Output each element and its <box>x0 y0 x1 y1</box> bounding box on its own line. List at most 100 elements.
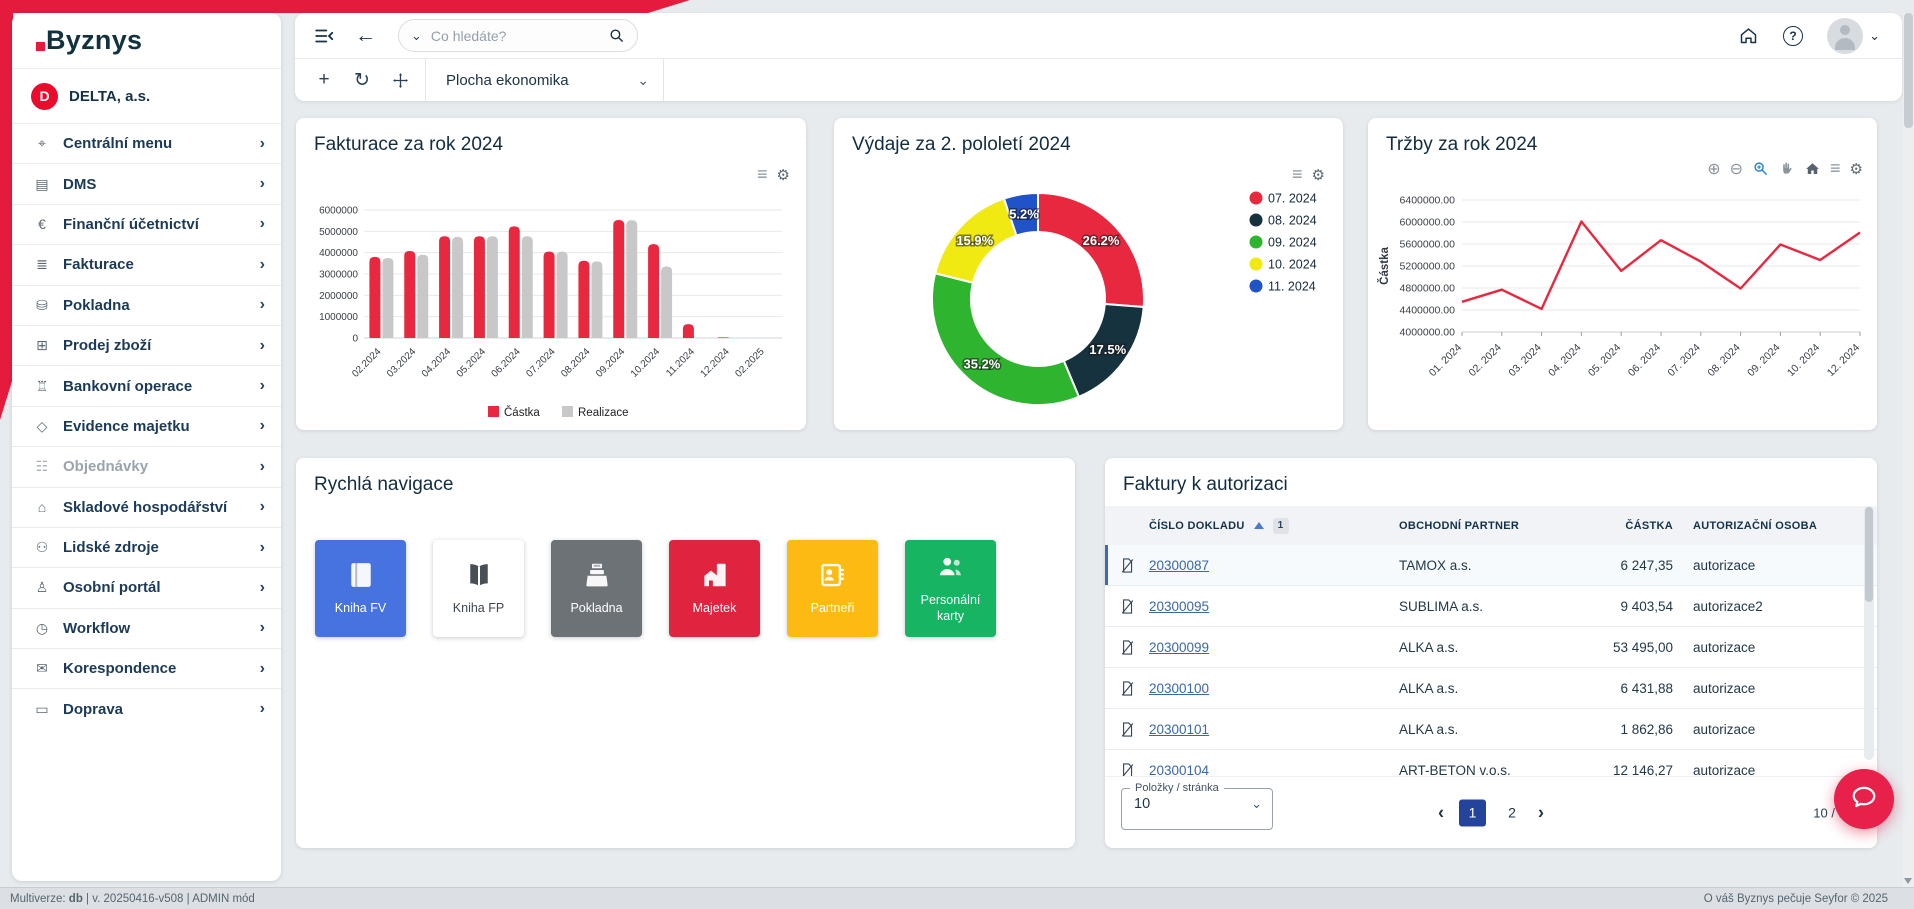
void-document-icon[interactable] <box>1105 762 1149 779</box>
quick-nav-tile-personální-karty[interactable]: Personální karty <box>905 540 996 637</box>
page-button-1[interactable]: 1 <box>1459 799 1486 826</box>
table-pagination: Položky / stránka 10 ⌄ ‹ 12 › 10 / 16 ( <box>1105 776 1877 848</box>
people-icon <box>936 552 966 587</box>
selection-zoom-icon[interactable] <box>1752 160 1769 177</box>
chevron-right-icon: › <box>259 417 265 435</box>
sidebar-item-pokladna[interactable]: ⛁ Pokladna › <box>12 284 281 325</box>
chart-title: Výdaje za 2. pololetí 2024 <box>852 134 1071 155</box>
sidebar-item-bankovní-operace[interactable]: ♖ Bankovní operace › <box>12 365 281 405</box>
chart-menu-icon[interactable]: ≡ <box>1830 158 1841 178</box>
void-document-icon[interactable] <box>1105 598 1149 615</box>
void-document-icon[interactable] <box>1105 557 1149 574</box>
chart-settings-icon[interactable]: ⚙ <box>1849 160 1863 178</box>
sidebar-item-prodej-zboží[interactable]: ⊞ Prodej zboží › <box>12 324 281 365</box>
chat-support-button[interactable] <box>1834 769 1894 829</box>
collapse-sidebar-icon[interactable] <box>313 25 335 47</box>
zoom-out-icon[interactable]: ⊖ <box>1729 160 1744 178</box>
page-scrollbar-thumb[interactable] <box>1904 13 1913 128</box>
svg-text:11.2024: 11.2024 <box>664 346 697 379</box>
items-per-page-select[interactable]: Položky / stránka 10 ⌄ <box>1121 782 1273 830</box>
refresh-button[interactable]: ↻ <box>354 69 370 91</box>
quick-nav-title: Rychlá navigace <box>314 474 454 495</box>
sidebar-item-label: Skladové hospodářství <box>63 498 228 516</box>
svg-text:Částka: Částka <box>1378 247 1391 285</box>
sidebar-item-finanční-účetnictví[interactable]: € Finanční účetnictví › <box>12 203 281 244</box>
chart-menu-icon[interactable]: ≡ <box>757 164 768 184</box>
sidebar-item-doprava[interactable]: ▭ Doprava › <box>12 688 281 728</box>
search-icon[interactable] <box>608 27 625 44</box>
quick-nav-tile-kniha-fv[interactable]: Kniha FV <box>315 540 406 637</box>
svg-text:08. 2024: 08. 2024 <box>1268 214 1317 228</box>
page-button-2[interactable]: 2 <box>1508 804 1516 821</box>
doc-number-link[interactable]: 20300087 <box>1149 557 1210 573</box>
void-document-icon[interactable] <box>1105 639 1149 656</box>
chart-menu-icon[interactable]: ≡ <box>1292 164 1303 184</box>
table-scrollbar-thumb[interactable] <box>1865 507 1873 602</box>
pager: ‹ 1 2 › <box>1438 799 1544 826</box>
chevron-right-icon: › <box>259 336 265 354</box>
void-document-icon[interactable] <box>1105 721 1149 738</box>
table-row[interactable]: 20300100 ALKA a.s. 6 431,88 autorizace <box>1105 668 1877 709</box>
svg-text:17.5%: 17.5% <box>1089 342 1126 357</box>
doc-number-link[interactable]: 20300100 <box>1149 680 1210 696</box>
sidebar-item-label: DMS <box>63 175 97 193</box>
reset-home-icon[interactable] <box>1804 160 1821 177</box>
workspace-toolbar: + ↻ Plocha ekonomika ⌄ <box>295 58 1902 101</box>
search-input[interactable]: ⌄ Co hledáte? <box>398 19 638 52</box>
partner-cell: ALKA a.s. <box>1399 680 1459 696</box>
pan-hand-icon[interactable] <box>1778 160 1795 177</box>
workspace-select[interactable]: Plocha ekonomika ⌄ <box>432 59 664 101</box>
sidebar-item-korespondence[interactable]: ✉ Korespondence › <box>12 648 281 688</box>
page-scrollbar[interactable] <box>1903 13 1914 887</box>
avatar[interactable] <box>1827 17 1864 54</box>
move-widgets-button[interactable] <box>381 59 419 101</box>
sidebar-item-objednávky[interactable]: ☷ Objednávky › <box>12 446 281 486</box>
table-row[interactable]: 20300087 TAMOX a.s. 6 247,35 autorizace <box>1105 545 1877 586</box>
doc-number-link[interactable]: 20300104 <box>1149 762 1210 778</box>
brand-ribbon-left <box>0 0 13 420</box>
void-document-icon[interactable] <box>1105 680 1149 697</box>
back-arrow-icon[interactable]: ← <box>355 23 376 47</box>
workflow-icon: ◷ <box>35 619 49 636</box>
prev-page-icon[interactable]: ‹ <box>1438 802 1444 822</box>
sidebar-item-centrální-menu[interactable]: ⌖ Centrální menu › <box>12 123 281 163</box>
company-selector[interactable]: D DELTA, a.s. <box>12 69 281 123</box>
chart-settings-icon[interactable]: ⚙ <box>776 166 790 184</box>
scroll-down-arrow-icon[interactable] <box>1904 878 1912 884</box>
chart-settings-icon[interactable]: ⚙ <box>1311 166 1325 184</box>
sidebar-item-fakturace[interactable]: ≣ Fakturace › <box>12 244 281 284</box>
zoom-in-icon[interactable]: ⊕ <box>1707 160 1721 178</box>
quick-nav-tile-majetek[interactable]: Majetek <box>669 540 760 637</box>
invoices-card: Faktury k autorizaci ČÍSLO DOKLADU 1 OBC… <box>1105 458 1877 848</box>
next-page-icon[interactable]: › <box>1538 802 1544 822</box>
doc-number-link[interactable]: 20300099 <box>1149 639 1210 655</box>
sidebar-item-osobní-portál[interactable]: ♙ Osobní portál › <box>12 567 281 607</box>
help-icon[interactable]: ? <box>1783 25 1804 46</box>
chevron-right-icon: › <box>259 377 265 395</box>
sidebar-item-skladové-hospodářství[interactable]: ⌂ Skladové hospodářství › <box>12 486 281 527</box>
col-doc-number[interactable]: ČÍSLO DOKLADU <box>1149 519 1245 532</box>
sidebar-item-evidence-majetku[interactable]: ◇ Evidence majetku › <box>12 405 281 446</box>
col-person[interactable]: AUTORIZAČNÍ OSOBA <box>1693 519 1818 532</box>
table-scrollbar[interactable] <box>1864 506 1874 760</box>
sidebar-item-lidské-zdroje[interactable]: ⚇ Lidské zdroje › <box>12 526 281 567</box>
table-row[interactable]: 20300101 ALKA a.s. 1 862,86 autorizace <box>1105 709 1877 750</box>
doc-number-link[interactable]: 20300101 <box>1149 721 1210 737</box>
quick-nav-tile-partneři[interactable]: Partneři <box>787 540 878 637</box>
quick-nav-tile-pokladna[interactable]: Pokladna <box>551 540 642 637</box>
search-scope-chevron-icon[interactable]: ⌄ <box>411 27 422 43</box>
col-amount[interactable]: ČÁSTKA <box>1625 519 1673 532</box>
add-widget-button[interactable]: + <box>318 69 330 90</box>
sidebar-item-dms[interactable]: ▤ DMS › <box>12 163 281 203</box>
quick-nav-tile-kniha-fp[interactable]: Kniha FP <box>433 540 524 637</box>
home-icon[interactable] <box>1738 25 1759 46</box>
doc-number-link[interactable]: 20300095 <box>1149 598 1210 614</box>
table-row[interactable]: 20300099 ALKA a.s. 53 495,00 autorizace <box>1105 627 1877 668</box>
amount-cell: 6 247,35 <box>1620 557 1673 573</box>
sort-asc-icon[interactable] <box>1253 522 1264 529</box>
user-menu[interactable]: ⌄ <box>1827 17 1880 54</box>
col-partner[interactable]: OBCHODNÍ PARTNER <box>1399 519 1520 532</box>
sidebar-item-workflow[interactable]: ◷ Workflow › <box>12 607 281 648</box>
table-row[interactable]: 20300095 SUBLIMA a.s. 9 403,54 autorizace2 <box>1105 586 1877 627</box>
